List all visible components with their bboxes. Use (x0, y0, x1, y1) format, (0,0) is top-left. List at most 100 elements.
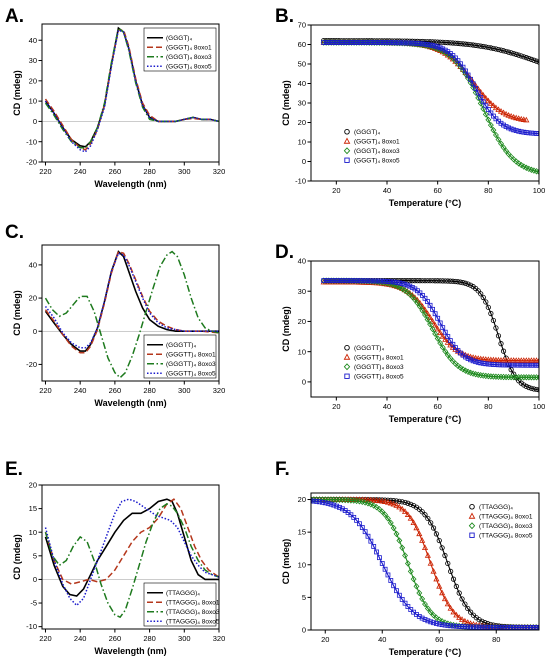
panel-letter: B. (275, 6, 294, 27)
data-point (419, 307, 426, 314)
x-tick-label: 260 (109, 386, 122, 395)
data-point (376, 555, 382, 561)
data-point (419, 595, 426, 603)
y-tick-label: -10 (26, 622, 37, 631)
x-tick-label: 60 (433, 186, 441, 195)
legend-marker (343, 353, 351, 360)
legend-marker (344, 345, 350, 351)
data-point (475, 94, 482, 102)
x-tick-label: 320 (213, 634, 226, 643)
series-line-3 (44, 250, 219, 379)
plot-frame (310, 260, 540, 398)
data-point (492, 373, 499, 380)
data-point (465, 72, 471, 78)
data-point (382, 566, 388, 572)
data-point (500, 373, 507, 381)
x-axis-title: Temperature (°C) (389, 198, 461, 208)
legend-box (143, 582, 217, 627)
data-point (407, 515, 414, 521)
data-point (439, 332, 446, 339)
data-point (442, 329, 448, 335)
data-point (525, 374, 532, 381)
chart-panel-a: A. 220 240 260 280 300 320 -20 -10 0 10 20 30 40 Wavel… (5, 6, 225, 189)
plot-frame (310, 492, 540, 631)
data-point (437, 329, 444, 336)
data-point (424, 605, 431, 612)
data-point (442, 552, 448, 559)
y-axis-title: CD (mdeg) (281, 306, 291, 352)
data-point (508, 50, 514, 56)
data-point (387, 519, 394, 527)
legend-label: (TTAGGG)₄ 8oxo3 (166, 609, 220, 616)
data-point (437, 320, 443, 326)
data-point (432, 311, 438, 317)
data-point (518, 374, 525, 381)
data-point (430, 612, 437, 619)
x-axis-title: Temperature (°C) (389, 414, 461, 424)
x-tick-label: 80 (492, 635, 500, 644)
y-tick-label: 5 (33, 551, 37, 560)
series-line-1 (44, 250, 219, 352)
data-point (374, 549, 379, 555)
y-tick-label: 40 (29, 36, 37, 45)
legend-marker (469, 504, 475, 510)
x-tick-label: 300 (178, 167, 191, 176)
data-point (473, 359, 479, 365)
series-4 (321, 278, 539, 368)
data-point (404, 511, 411, 517)
data-point (429, 325, 436, 333)
legend-label: (GGGT)₄ (166, 35, 192, 42)
x-tick-label: 240 (74, 634, 87, 643)
data-point (393, 530, 400, 538)
data-point (447, 338, 453, 344)
data-point (422, 512, 428, 518)
y-tick-label: 40 (29, 261, 37, 270)
legend-label: (GGGTT)₄ 8oxo3 (354, 364, 404, 371)
data-point (436, 537, 442, 544)
data-point (503, 147, 510, 155)
legend-marker (343, 363, 351, 371)
data-point (424, 552, 431, 558)
data-point (490, 126, 497, 134)
y-tick-label: 0 (33, 327, 37, 336)
data-point (457, 63, 464, 69)
data-point (526, 55, 532, 62)
data-point (427, 608, 434, 616)
data-point (448, 568, 454, 575)
data-point (420, 292, 425, 298)
legend: (GGGT)₄ (GGGT)₄ 8oxo1 (GGGT)₄ 8oxo3 (GGGT)₄… (143, 27, 217, 72)
data-point (429, 318, 436, 324)
data-point (485, 621, 491, 627)
data-point (470, 81, 476, 87)
series-4 (311, 498, 539, 630)
data-point (498, 140, 504, 147)
data-point (416, 589, 423, 597)
data-point (436, 582, 443, 589)
data-point (511, 127, 517, 133)
series-line-4 (44, 498, 219, 607)
data-point (475, 90, 481, 96)
data-point (467, 609, 474, 615)
y-tick-label: 20 (29, 76, 37, 85)
x-tick-label: 40 (378, 635, 386, 644)
data-point (487, 100, 494, 106)
x-axis-title: Wavelength (nm) (94, 179, 166, 189)
y-tick-label: 0 (302, 377, 306, 386)
data-point (411, 296, 418, 303)
data-point (430, 306, 436, 312)
x-tick-label: 80 (484, 186, 492, 195)
y-tick-label: 20 (29, 294, 37, 303)
data-point (410, 575, 417, 583)
legend-marker (469, 532, 475, 538)
data-point (365, 533, 371, 539)
legend-label: (GGGT)₄ 8oxo5 (166, 64, 212, 71)
data-point (434, 325, 441, 332)
data-point (430, 525, 437, 531)
data-point (432, 321, 439, 328)
y-tick-label: 60 (298, 40, 306, 49)
data-point (371, 544, 377, 549)
data-point (465, 605, 471, 612)
data-point (530, 374, 537, 381)
y-tick-label: -20 (26, 360, 37, 369)
data-point (351, 514, 357, 520)
